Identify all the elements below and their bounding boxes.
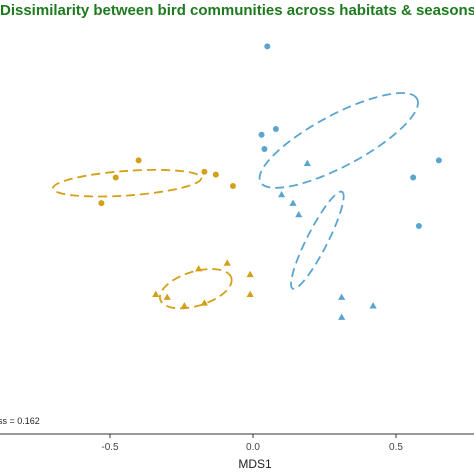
data-points: [98, 43, 442, 320]
series-3-point-3: [201, 168, 208, 175]
series-4-point-3: [246, 270, 254, 278]
series-2-point-2: [278, 191, 286, 198]
series-1-ellipse: [258, 92, 419, 189]
series-4-point-2: [195, 265, 203, 272]
series-2-point-7: [338, 313, 346, 320]
series-2-point-5: [338, 293, 346, 300]
stress-annotation: ss = 0.162: [0, 416, 40, 426]
series-4-point-6: [246, 290, 254, 298]
series-2-ellipse: [290, 190, 345, 290]
chart-title: Dissimilarity between bird communities a…: [0, 2, 474, 19]
x-tick-label-2: 0.0: [246, 442, 260, 453]
series-2-point-3: [289, 199, 297, 206]
series-2-point-4: [295, 210, 303, 218]
series-1-point-3: [258, 131, 265, 138]
series-1-point-7: [415, 222, 422, 229]
series-1-point-1: [264, 43, 271, 50]
series-3-ellipse: [52, 168, 203, 198]
series-2-point-1: [303, 159, 311, 166]
series-4-ellipse: [158, 268, 233, 310]
x-axis: -0.5 0.0 0.5: [0, 433, 474, 453]
series-1-point-4: [261, 146, 268, 152]
series-4-point-7: [200, 299, 208, 306]
series-1-point-6: [410, 174, 417, 181]
series-3-point-6: [98, 200, 105, 207]
series-2-point-6: [369, 302, 377, 309]
series-4-point-8: [180, 302, 188, 309]
series-3-point-1: [135, 157, 142, 164]
series-1-point-2: [272, 126, 279, 133]
x-tick-label-1: -0.5: [101, 442, 119, 453]
series-1-point-5: [435, 157, 442, 164]
x-tick-label-3: 0.5: [389, 442, 403, 453]
series-3-point-2: [112, 174, 119, 181]
series-3-point-4: [212, 171, 219, 178]
series-4-point-1: [223, 259, 231, 266]
series-4-point-5: [163, 293, 171, 300]
confidence-ellipses: [52, 92, 419, 310]
series-4-point-4: [152, 290, 160, 298]
series-3-point-5: [229, 183, 236, 190]
x-axis-label: MDS1: [238, 457, 272, 471]
